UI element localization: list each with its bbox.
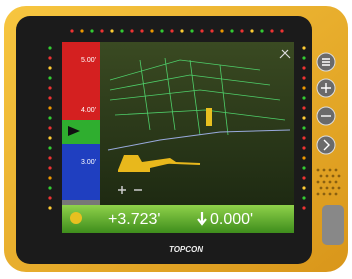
led bbox=[302, 116, 305, 119]
led bbox=[260, 29, 263, 32]
led bbox=[48, 66, 51, 69]
grille-hole bbox=[326, 187, 329, 190]
grille-hole bbox=[323, 193, 326, 196]
led bbox=[48, 186, 51, 189]
grille-hole bbox=[317, 169, 320, 172]
button-next[interactable] bbox=[317, 136, 335, 154]
led bbox=[302, 176, 305, 179]
scale-label: 4.00' bbox=[81, 107, 96, 114]
status-icon bbox=[70, 212, 82, 224]
led bbox=[302, 56, 305, 59]
led bbox=[302, 96, 305, 99]
led bbox=[48, 46, 51, 49]
device: 5.00' 4.00' 3.00' +3.723' 0.000' TOPCON bbox=[0, 0, 352, 279]
cut-fill: 0.000' bbox=[210, 211, 253, 228]
status-bar bbox=[62, 205, 294, 233]
led bbox=[210, 29, 213, 32]
led bbox=[140, 29, 143, 32]
grille-hole bbox=[320, 187, 323, 190]
led bbox=[250, 29, 253, 32]
led bbox=[220, 29, 223, 32]
led bbox=[302, 86, 305, 89]
led bbox=[302, 46, 305, 49]
grille-hole bbox=[335, 169, 338, 172]
scale-on-grade bbox=[62, 120, 100, 144]
led bbox=[302, 106, 305, 109]
led bbox=[150, 29, 153, 32]
led bbox=[302, 156, 305, 159]
led bbox=[280, 29, 283, 32]
led bbox=[48, 176, 51, 179]
led bbox=[302, 76, 305, 79]
led bbox=[90, 29, 93, 32]
blade-indicator bbox=[206, 108, 212, 126]
led bbox=[180, 29, 183, 32]
led bbox=[70, 29, 73, 32]
led bbox=[302, 186, 305, 189]
led bbox=[48, 86, 51, 89]
led bbox=[48, 106, 51, 109]
led bbox=[48, 126, 51, 129]
scale-label: 3.00' bbox=[81, 159, 96, 166]
led bbox=[302, 126, 305, 129]
led bbox=[302, 206, 305, 209]
led bbox=[48, 146, 51, 149]
led bbox=[302, 136, 305, 139]
led bbox=[48, 206, 51, 209]
led bbox=[200, 29, 203, 32]
led bbox=[230, 29, 233, 32]
scale-low bbox=[62, 144, 100, 200]
led bbox=[48, 136, 51, 139]
led bbox=[110, 29, 113, 32]
led bbox=[302, 196, 305, 199]
led bbox=[100, 29, 103, 32]
grille-hole bbox=[329, 193, 332, 196]
led bbox=[130, 29, 133, 32]
led bbox=[80, 29, 83, 32]
page: 5.00' 4.00' 3.00' +3.723' 0.000' TOPCON … bbox=[0, 0, 352, 279]
led bbox=[302, 166, 305, 169]
grille-hole bbox=[338, 187, 341, 190]
led bbox=[48, 156, 51, 159]
grille-hole bbox=[326, 175, 329, 178]
led bbox=[160, 29, 163, 32]
grille-hole bbox=[335, 193, 338, 196]
led bbox=[48, 96, 51, 99]
grille-hole bbox=[335, 181, 338, 184]
led bbox=[302, 66, 305, 69]
connector bbox=[322, 205, 344, 245]
elevation: +3.723' bbox=[108, 211, 160, 228]
led bbox=[170, 29, 173, 32]
grille-hole bbox=[323, 169, 326, 172]
grille-hole bbox=[323, 181, 326, 184]
led bbox=[270, 29, 273, 32]
led bbox=[48, 56, 51, 59]
grille-hole bbox=[317, 181, 320, 184]
led bbox=[48, 166, 51, 169]
grille-hole bbox=[317, 193, 320, 196]
scale-label: 5.00' bbox=[81, 57, 96, 64]
led bbox=[240, 29, 243, 32]
grille-hole bbox=[338, 175, 341, 178]
led bbox=[190, 29, 193, 32]
brand-logo: TOPCON bbox=[169, 245, 203, 254]
led bbox=[302, 146, 305, 149]
grille-hole bbox=[329, 181, 332, 184]
led bbox=[48, 76, 51, 79]
led bbox=[48, 116, 51, 119]
grille-hole bbox=[320, 175, 323, 178]
grille-hole bbox=[329, 169, 332, 172]
profile-view bbox=[100, 42, 294, 205]
led bbox=[120, 29, 123, 32]
grille-hole bbox=[332, 187, 335, 190]
led bbox=[48, 196, 51, 199]
grille-hole bbox=[332, 175, 335, 178]
